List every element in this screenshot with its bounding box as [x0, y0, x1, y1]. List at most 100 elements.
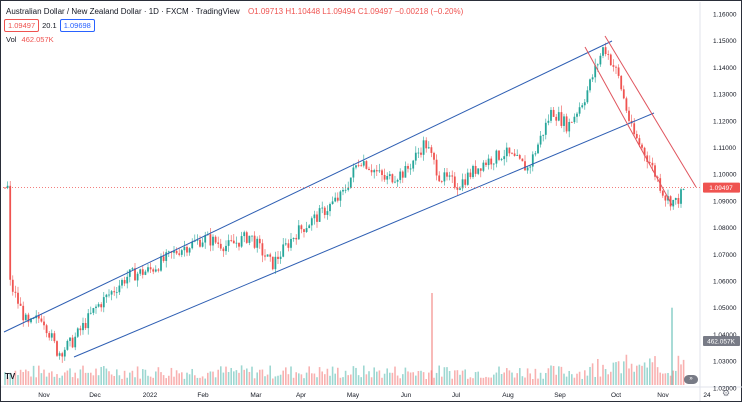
- volume-bar: [417, 371, 420, 385]
- candle-body: [646, 155, 649, 162]
- candle-body: [121, 280, 123, 286]
- volume-bar: [623, 361, 625, 385]
- time-tick-label: Jun: [401, 392, 412, 399]
- scroll-to-realtime-icon[interactable]: »: [684, 375, 698, 384]
- volume-bar: [27, 371, 30, 385]
- volume-bar: [170, 367, 173, 385]
- volume-bar: [360, 377, 362, 385]
- volume-value: 462.057K: [21, 35, 54, 44]
- symbol-title: Australian Dollar / New Zealand Dollar ·…: [6, 7, 240, 16]
- volume-bar: [394, 366, 396, 385]
- volume-bar: [425, 378, 427, 385]
- volume-bar: [331, 366, 334, 385]
- volume-bar: [441, 376, 443, 385]
- volume-bar: [503, 372, 505, 385]
- candle-body: [602, 47, 604, 56]
- candle-body: [50, 333, 53, 338]
- price-tick-label: 1.02000: [713, 385, 737, 392]
- candle-body: [297, 225, 300, 240]
- candle-body: [295, 237, 298, 240]
- price-tick-label: 1.10000: [713, 172, 737, 179]
- descending-channel-upper-line: [604, 35, 697, 188]
- candle-body: [651, 162, 654, 166]
- candle-body: [131, 268, 134, 270]
- volume-bar: [194, 375, 196, 385]
- candle-body: [368, 168, 370, 171]
- volume-bar: [545, 372, 547, 385]
- price-tick-label: 1.07000: [713, 252, 737, 259]
- candle-body: [628, 110, 630, 121]
- candle-body: [9, 185, 12, 280]
- volume-bar: [490, 377, 492, 385]
- candle-body: [282, 244, 285, 257]
- candle-body: [407, 165, 409, 169]
- volume-bar: [506, 368, 508, 385]
- candle-body: [303, 229, 305, 232]
- volume-bar: [409, 372, 412, 385]
- candle-body: [264, 255, 266, 257]
- candle-body: [544, 122, 547, 135]
- volume-bar: [256, 372, 258, 385]
- buy-price-button[interactable]: 1.09698: [59, 19, 95, 32]
- volume-bar: [383, 373, 386, 385]
- price-tick-label: 1.13000: [713, 92, 737, 99]
- candle-body: [141, 269, 144, 275]
- candle-body: [453, 176, 456, 188]
- volume-bar: [201, 376, 204, 385]
- volume-bar: [274, 376, 277, 385]
- candle-body: [139, 269, 142, 274]
- volume-bar: [58, 377, 61, 385]
- candle-body: [534, 153, 537, 155]
- gear-icon[interactable]: ⚙: [722, 388, 731, 398]
- volume-bar: [386, 368, 388, 385]
- volume-bar: [630, 363, 633, 385]
- time-tick-label: Apr: [296, 392, 307, 399]
- candle-body: [227, 240, 230, 246]
- volume-bar: [329, 375, 331, 385]
- volume-bar: [243, 369, 245, 385]
- volume-bar: [233, 371, 235, 385]
- volume-bar: [677, 355, 680, 385]
- price-tick-label: 1.14000: [713, 65, 737, 72]
- volume-bar: [272, 378, 274, 385]
- candle-body: [472, 165, 474, 178]
- volume-bar: [97, 375, 100, 385]
- candle-body: [118, 285, 121, 293]
- volume-bar: [586, 375, 589, 385]
- volume-bar: [147, 375, 149, 385]
- volume-bar: [207, 372, 209, 385]
- candle-body: [201, 242, 204, 247]
- volume-bar: [381, 377, 383, 385]
- time-tick-label: Nov: [38, 392, 50, 399]
- candle-body: [414, 152, 417, 161]
- volume-bar: [378, 370, 381, 385]
- volume-bar: [597, 358, 599, 385]
- sell-price-button[interactable]: 1.09497: [4, 19, 40, 32]
- volume-bar: [105, 368, 108, 385]
- candle-body: [287, 243, 290, 248]
- candle-body: [500, 159, 503, 160]
- candle-body: [518, 155, 521, 159]
- candle-body: [370, 170, 373, 173]
- volume-bar: [217, 369, 219, 385]
- time-tick-label: 24: [703, 392, 711, 399]
- candle-body: [84, 322, 87, 329]
- candle-body: [232, 240, 235, 244]
- volume-bar: [129, 372, 131, 385]
- candle-body: [56, 341, 58, 356]
- candle-body: [123, 280, 126, 284]
- tradingview-logo-icon[interactable]: TV: [5, 372, 16, 381]
- candle-body: [516, 155, 519, 156]
- volume-bar: [321, 371, 323, 385]
- price-tick-label: 1.06000: [713, 279, 737, 286]
- volume-bar: [66, 370, 69, 385]
- candle-body: [417, 152, 420, 154]
- volume-bar: [477, 371, 479, 385]
- volume-bar: [482, 377, 485, 385]
- ascending-channel-upper-line: [3, 40, 613, 333]
- candle-body: [279, 256, 282, 259]
- candle-body: [134, 268, 136, 281]
- volume-bar: [113, 375, 115, 385]
- volume-bar: [464, 369, 466, 385]
